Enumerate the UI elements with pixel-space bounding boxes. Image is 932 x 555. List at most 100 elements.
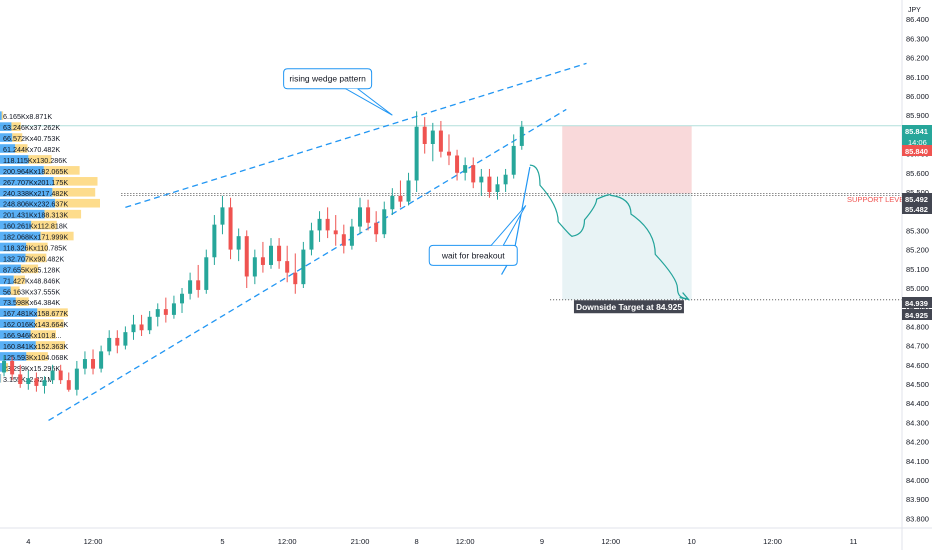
candle-body-down xyxy=(341,234,346,246)
candle-body-down xyxy=(333,230,338,235)
price-axis-tick-label: 86.400 xyxy=(906,15,929,24)
time-axis-tick-label: 21:00 xyxy=(351,537,370,546)
price-tag-label: 85.492 xyxy=(905,195,928,204)
candle-body-down xyxy=(196,280,201,290)
candle-body-down xyxy=(422,126,427,144)
volume-profile-buy-bar xyxy=(0,330,31,339)
candle-body-up xyxy=(2,360,7,373)
candle-body-up xyxy=(357,207,362,227)
price-axis-tick-label: 85.900 xyxy=(906,111,929,120)
time-axis-tick-label: 4 xyxy=(26,537,30,546)
volume-profile-label: 87.655Kx95.128K xyxy=(3,265,60,274)
volume-profile-label: 167.481Kx158.677K xyxy=(3,309,68,318)
volume-profile-sell-bar xyxy=(11,122,21,131)
volume-profile-sell-bar xyxy=(40,231,74,241)
candle-body-down xyxy=(374,222,379,235)
downside-target-label-bg xyxy=(573,300,684,314)
time-axis-tick-label: 12:00 xyxy=(278,537,297,546)
volume-profile-buy-bar xyxy=(0,111,2,120)
volume-profile-buy-bar xyxy=(0,231,41,241)
volume-profile-buy-bar xyxy=(0,253,26,263)
price-tag-bg xyxy=(902,297,932,308)
support-level-label: SUPPORT LEVEL xyxy=(847,195,908,204)
volume-profile-sell-bar xyxy=(44,209,82,219)
volume-profile-buy-bar xyxy=(0,319,35,328)
candle-body-down xyxy=(293,272,298,285)
candle-body-up xyxy=(414,126,419,181)
volume-profile-sell-bar xyxy=(1,111,4,120)
price-axis-tick-label: 84.700 xyxy=(906,342,929,351)
volume-profile-label: 118.326Kx110.785K xyxy=(3,243,67,252)
volume-profile-sell-bar xyxy=(30,330,56,339)
price-axis-tick-label: 84.500 xyxy=(906,380,929,389)
projection-arrowhead xyxy=(679,292,691,301)
candle-body-down xyxy=(66,380,71,390)
wedge-callout-pointer xyxy=(345,88,393,116)
price-axis-tick-label: 84.800 xyxy=(906,322,929,331)
volume-profile-label: 162.016Kx143.664K xyxy=(3,320,68,329)
volume-profile-label: 71.427Kx48.846K xyxy=(3,276,60,285)
volume-profile-sell-bar xyxy=(35,341,66,350)
candle-body-up xyxy=(390,195,395,210)
price-tag-countdown: 14:06 xyxy=(908,138,927,147)
candle-body-up xyxy=(269,245,274,265)
volume-profile-buy-bar xyxy=(0,187,53,197)
price-axis-tick-label: 86.100 xyxy=(906,73,929,82)
candle-body-up xyxy=(252,257,257,277)
candle-body-up xyxy=(212,224,217,258)
price-axis-tick-label: 84.200 xyxy=(906,438,929,447)
candle-body-up xyxy=(511,145,516,175)
volume-profile-buy-bar xyxy=(0,308,38,317)
candle-body-up xyxy=(495,184,500,192)
volume-profile-sell-bar xyxy=(0,374,2,383)
price-axis-tick-label: 84.300 xyxy=(906,418,929,427)
volume-profile-label: 66.572Kx40.753K xyxy=(3,134,60,143)
candle-body-down xyxy=(285,261,290,273)
breakout-callout: wait for breakout xyxy=(428,205,527,266)
wedge-lower-trendline xyxy=(48,108,567,422)
volume-profile-buy-bar xyxy=(0,133,13,142)
price-axis-tick-label: 84.100 xyxy=(906,457,929,466)
volume-profile-sell-bar xyxy=(55,198,100,208)
candle-body-down xyxy=(34,378,39,386)
candle-body-up xyxy=(204,257,209,290)
candle-body-down xyxy=(438,130,443,152)
take-profit-zone xyxy=(562,193,692,300)
volume-profile-buy-bar xyxy=(0,209,45,219)
candle-body-down xyxy=(260,257,265,265)
candle-body-down xyxy=(398,195,403,202)
candle-body-down xyxy=(58,370,63,381)
volume-profile-sell-bar xyxy=(4,363,9,372)
price-axis-tick-label: 85.300 xyxy=(906,226,929,235)
price-axis-tick-label: 84.400 xyxy=(906,399,929,408)
price-axis-tick-label: 86.200 xyxy=(906,54,929,63)
candle-body-up xyxy=(188,280,193,294)
time-axis-tick-label: 10 xyxy=(687,537,695,546)
candle-body-up xyxy=(236,236,241,250)
volume-profile-label: 63.246Kx37.262K xyxy=(3,123,60,132)
volume-profile-buy-bar xyxy=(0,198,55,208)
candle-body-up xyxy=(147,316,152,331)
price-axis-tick-label: 84.600 xyxy=(906,361,929,370)
volume-profile-buy-bar xyxy=(0,341,36,350)
price-axis-tick-label: 85.000 xyxy=(906,284,929,293)
volume-profile-label: 240.338Kx217.482K xyxy=(3,189,68,198)
price-tag-label: 85.841 xyxy=(905,127,928,136)
candle-body-up xyxy=(50,370,55,381)
candle-body-down xyxy=(244,236,249,277)
candle-body-down xyxy=(366,207,371,223)
price-axis-tick-label: 85.100 xyxy=(906,265,929,274)
volume-profile-buy-bar xyxy=(0,155,29,164)
volume-profile-label: 160.261Kx112.818K xyxy=(3,222,68,231)
candle-body-down xyxy=(139,324,144,331)
price-tag-label: 85.482 xyxy=(905,205,928,214)
volume-profile-buy-bar xyxy=(0,264,21,274)
candle-body-up xyxy=(180,293,185,304)
price-axis-tick-label: 85.200 xyxy=(906,246,929,255)
candle-body-down xyxy=(455,155,460,173)
candle-body-up xyxy=(99,351,104,369)
volume-profile-buy-bar xyxy=(0,242,27,252)
time-axis-tick-label: 11 xyxy=(850,537,858,546)
volume-profile-label: 125.593Kx104.068K xyxy=(3,353,68,362)
candle-body-down xyxy=(163,309,168,315)
